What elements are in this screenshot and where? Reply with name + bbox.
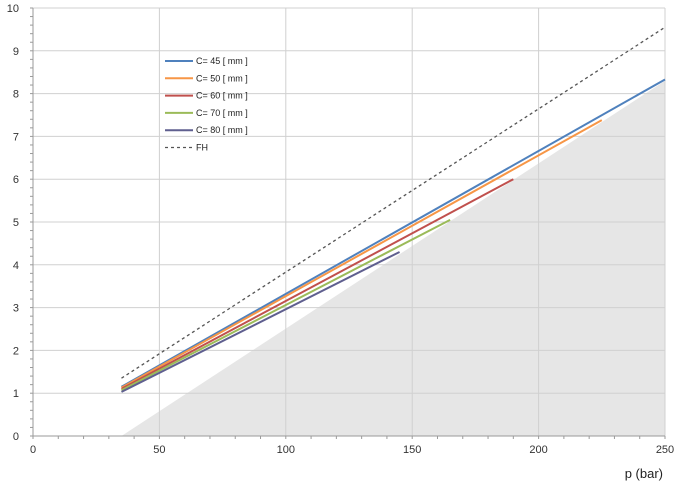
y-tick-label: 8 bbox=[13, 89, 19, 101]
y-tick-label: 4 bbox=[13, 260, 19, 272]
series-lines bbox=[120, 26, 666, 393]
x-tick-label: 0 bbox=[30, 444, 36, 456]
series-line-1 bbox=[120, 119, 603, 389]
series-line-0 bbox=[120, 78, 666, 388]
x-tick-label: 150 bbox=[403, 444, 421, 456]
y-tick-label: 3 bbox=[13, 303, 19, 315]
y-tick-label: 2 bbox=[13, 345, 19, 357]
series-line-2 bbox=[121, 178, 514, 390]
legend-label-5: FH bbox=[196, 143, 208, 153]
y-tick-label: 6 bbox=[13, 174, 19, 186]
legend: C= 45 [ mm ] C= 50 [ mm ] C= 60 [ mm ] C= 7… bbox=[165, 56, 248, 153]
legend-label-2: C= 60 [ mm ] bbox=[196, 91, 248, 101]
y-tick-label: 10 bbox=[7, 3, 19, 15]
y-tick-label: 0 bbox=[13, 431, 19, 443]
x-tick-label: 250 bbox=[656, 444, 674, 456]
x-tick-label: 50 bbox=[153, 444, 165, 456]
y-tick-label: 1 bbox=[13, 388, 19, 400]
y-tick-label: 9 bbox=[13, 46, 19, 58]
legend-label-1: C= 50 [ mm ] bbox=[196, 73, 248, 83]
series-line-4 bbox=[121, 251, 401, 393]
shaded-region bbox=[121, 80, 666, 436]
axes bbox=[30, 7, 666, 439]
legend-label-4: C= 80 [ mm ] bbox=[196, 125, 248, 135]
x-tick-labels: 0 50 100 150 200 250 bbox=[30, 444, 674, 456]
y-tick-labels: 0 1 2 3 4 5 6 7 8 9 10 bbox=[7, 3, 19, 443]
legend-label-3: C= 70 [ mm ] bbox=[196, 108, 248, 118]
x-axis-label: p (bar) bbox=[625, 466, 663, 481]
x-tick-label: 100 bbox=[277, 444, 295, 456]
legend-label-0: C= 45 [ mm ] bbox=[196, 56, 248, 66]
y-tick-label: 5 bbox=[13, 217, 19, 229]
series-line-3 bbox=[121, 218, 451, 392]
y-tick-label: 7 bbox=[13, 131, 19, 143]
x-tick-label: 200 bbox=[529, 444, 547, 456]
